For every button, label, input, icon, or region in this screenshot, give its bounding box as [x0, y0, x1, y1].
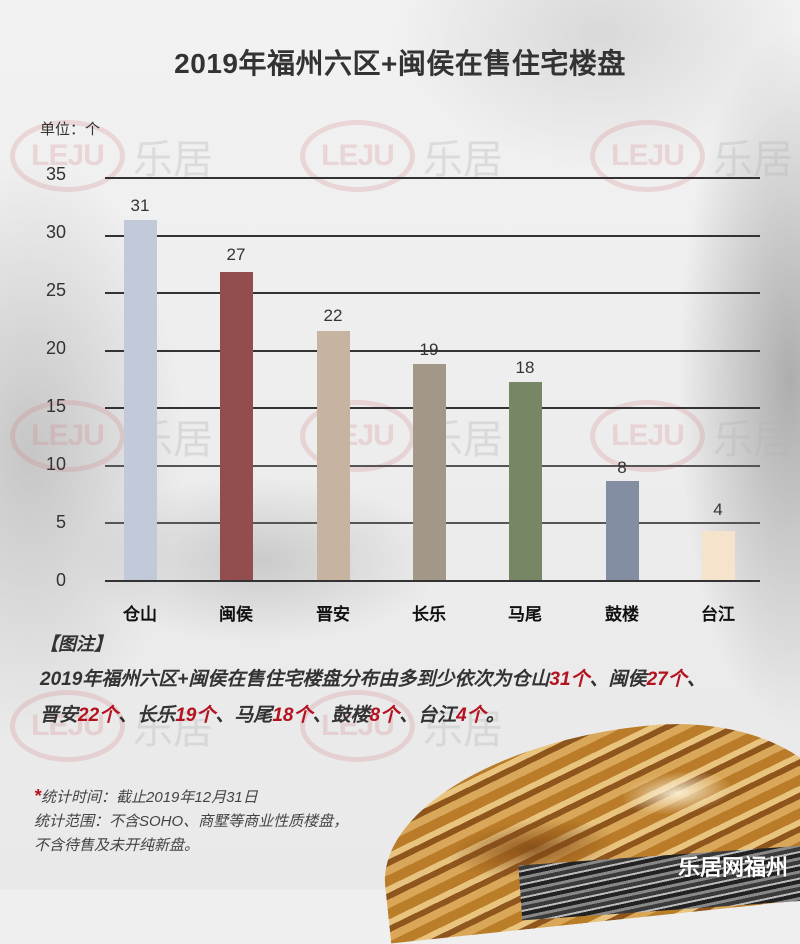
gridline [105, 235, 760, 237]
bar-value: 8 [617, 458, 627, 477]
x-label: 闽侯 [219, 605, 253, 624]
note-body: 2019年福州六区+闽侯在售住宅楼盘分布由多到少依次为仓山31个、闽侯27个、晋… [40, 669, 706, 726]
bar-value: 4 [713, 500, 723, 519]
y-tick: 15 [45, 396, 66, 416]
bar-jinan [317, 331, 350, 580]
bar-value: 22 [323, 306, 343, 325]
y-tick: 20 [45, 338, 66, 358]
x-label: 长乐 [412, 605, 446, 624]
bar-value: 27 [226, 245, 246, 264]
bar-minhou [220, 272, 253, 580]
chart-title: 2019年福州六区+闽侯在售住宅楼盘 [174, 48, 626, 79]
y-tick: 10 [45, 454, 66, 474]
x-label: 晋安 [316, 605, 350, 624]
y-tick: 5 [55, 512, 66, 532]
y-tick: 35 [45, 164, 66, 184]
x-label: 仓山 [123, 605, 157, 624]
gridline [105, 350, 760, 352]
note-heading: 【图注】 [40, 634, 112, 654]
unit-label: 单位：个 [40, 121, 101, 138]
brand-label: 乐居网福州 [677, 855, 788, 880]
x-label: 马尾 [508, 605, 542, 624]
x-axis-line [105, 580, 760, 582]
bar-value: 18 [515, 358, 535, 377]
gridline [105, 177, 760, 179]
y-tick: 0 [55, 570, 66, 590]
bar-taijiang [702, 531, 735, 580]
bar-value: 19 [419, 340, 439, 359]
asterisk-icon: * [34, 786, 42, 806]
bar-cangshan [124, 220, 157, 580]
y-tick: 25 [45, 280, 66, 300]
bar-value: 31 [130, 196, 150, 215]
y-tick: 30 [45, 222, 66, 242]
bar-gulou [606, 481, 639, 580]
gridline [105, 292, 760, 294]
bar-changle [413, 364, 446, 580]
bar-mawei [509, 382, 542, 580]
x-label: 鼓楼 [605, 605, 639, 624]
footnote: *统计时间：截止2019年12月31日 统计范围：不含SOHO、商墅等商业性质楼… [34, 786, 349, 854]
x-label: 台江 [701, 605, 735, 624]
